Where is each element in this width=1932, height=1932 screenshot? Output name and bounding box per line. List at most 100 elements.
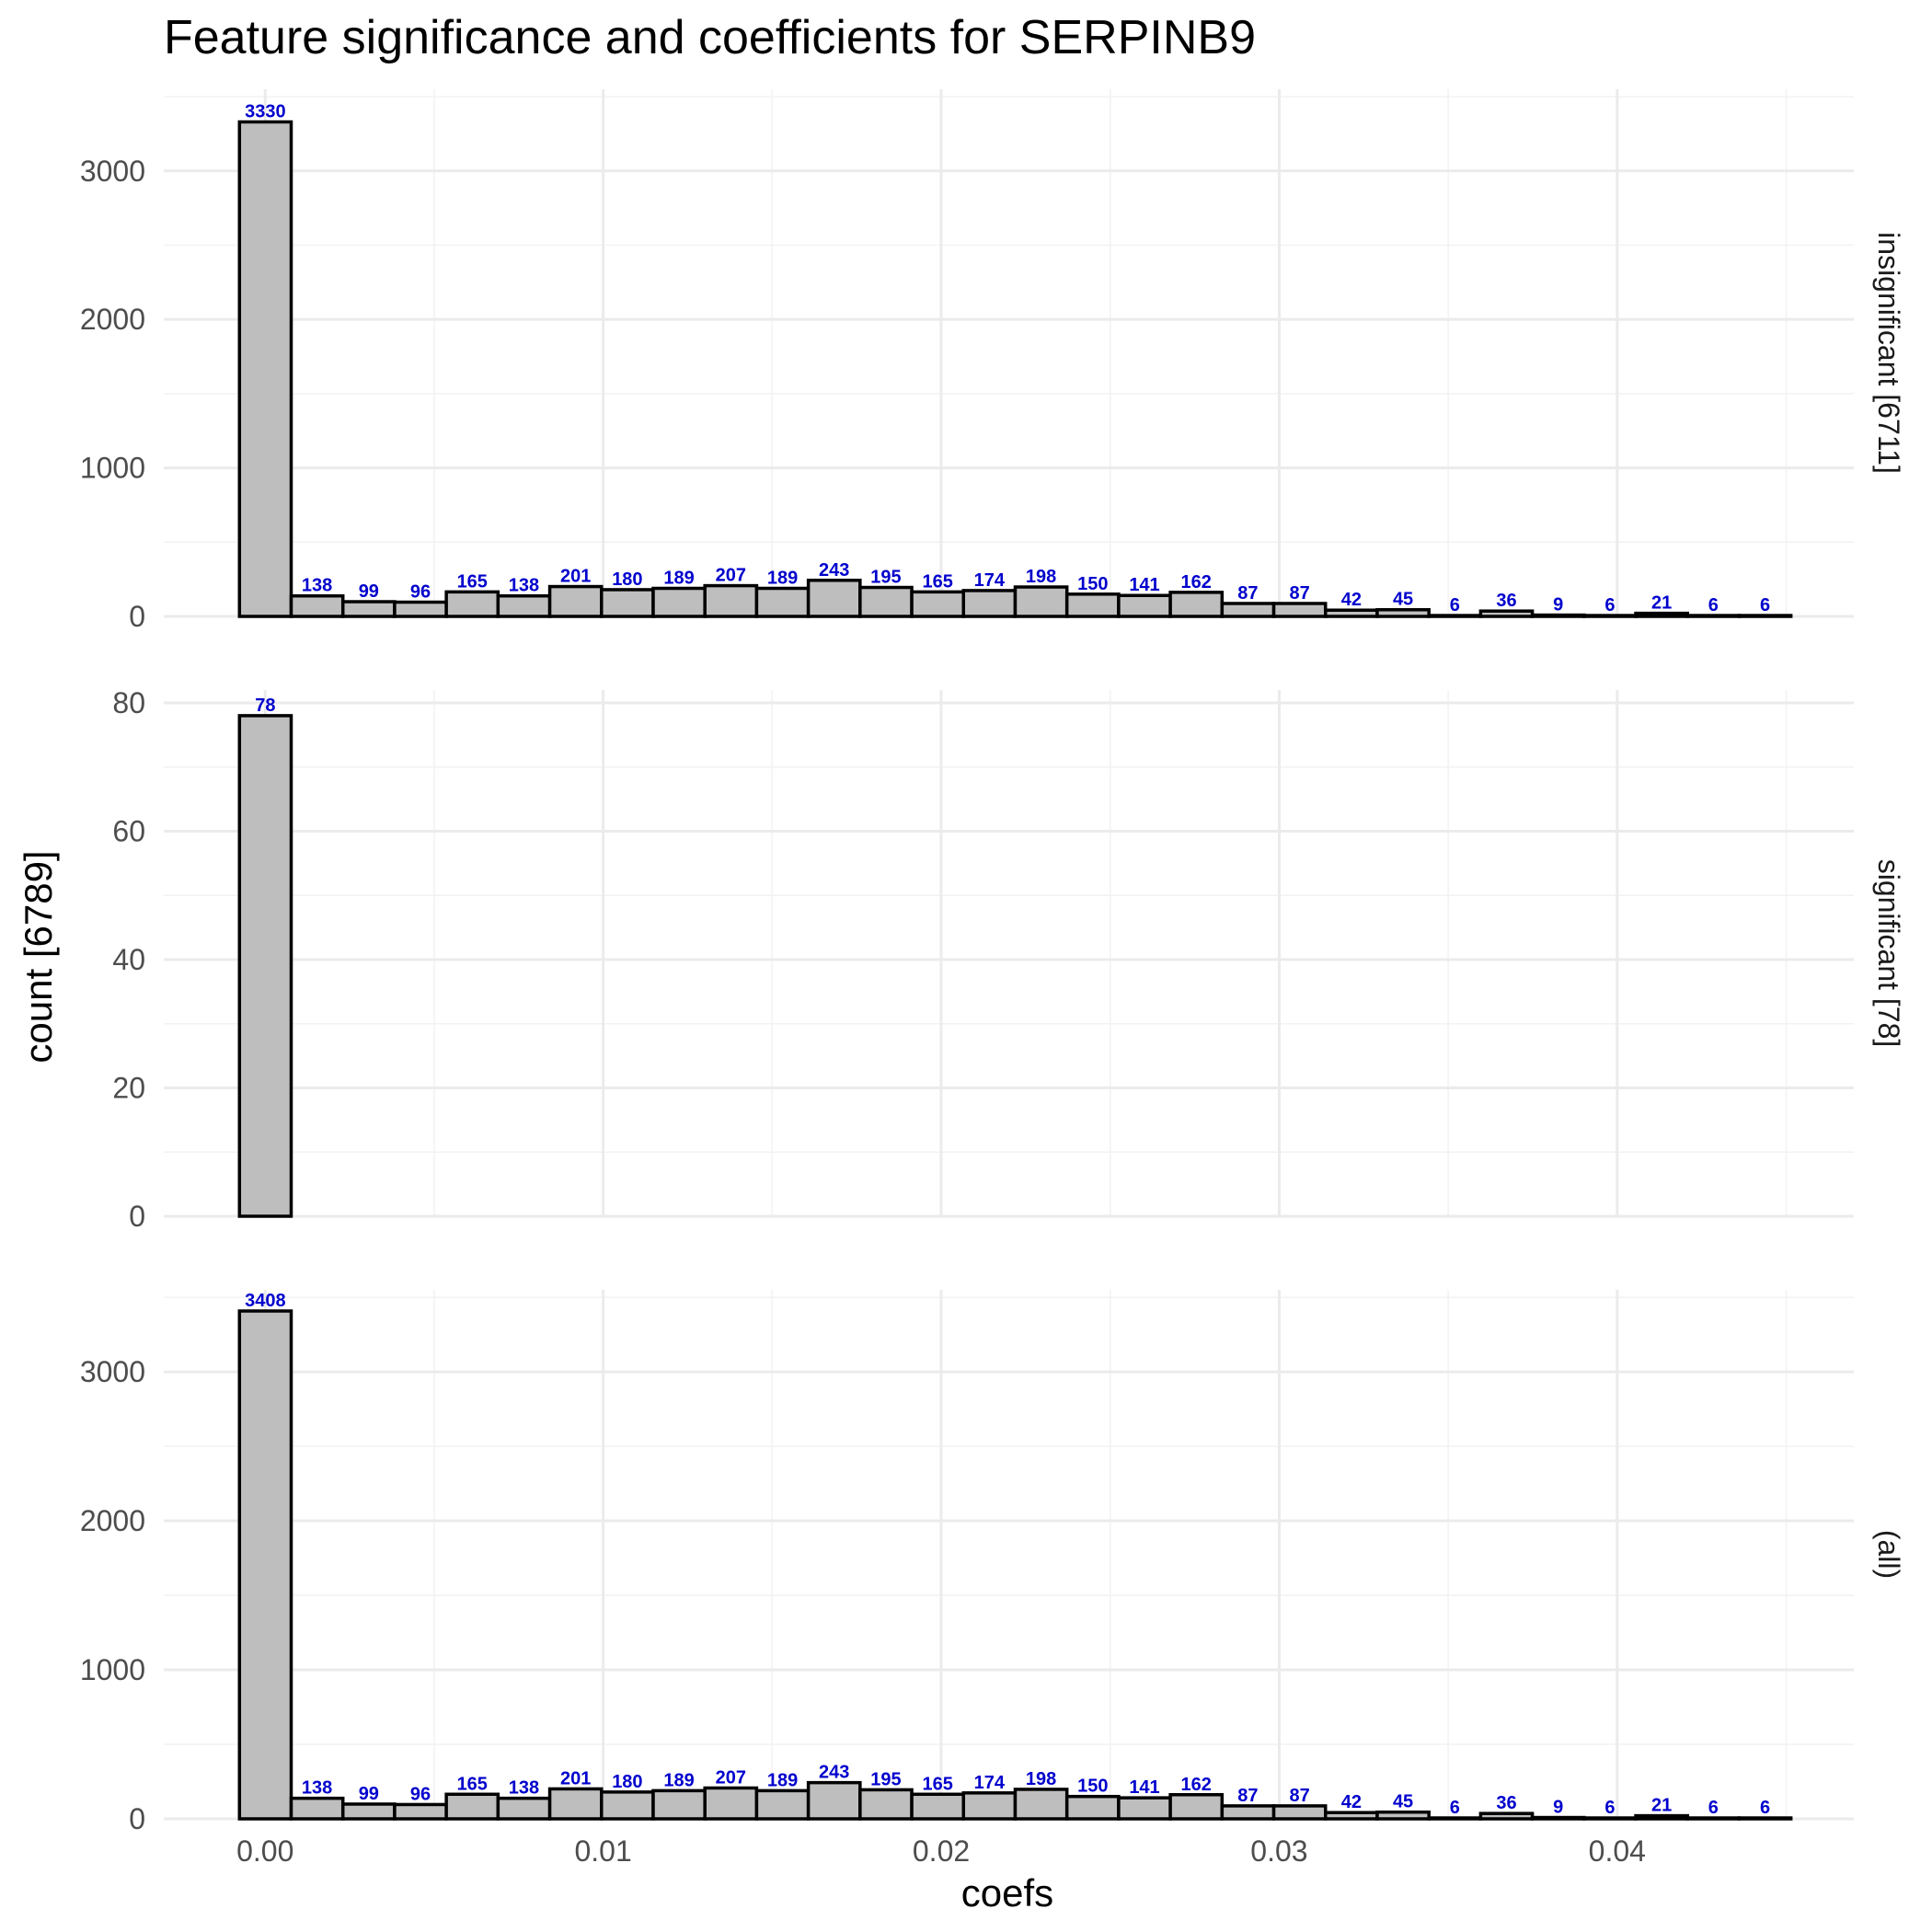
- y-tick-label: 2000: [80, 1504, 145, 1537]
- histogram-bar: [1375, 607, 1431, 618]
- y-tick-label: 3000: [80, 155, 145, 188]
- histogram-bar: [1478, 609, 1535, 618]
- bar-count-label: 42: [1341, 1792, 1362, 1812]
- bar-count-label: 45: [1393, 590, 1413, 610]
- histogram-bar: [1117, 1796, 1172, 1821]
- bar-count-label: 36: [1496, 1793, 1516, 1813]
- x-tick-label: 0.02: [913, 1834, 970, 1868]
- bar-count-label: 195: [870, 568, 901, 588]
- histogram-bar: [393, 600, 448, 618]
- bar-count-label: 3330: [245, 102, 286, 122]
- bar-count-label: 165: [457, 1774, 488, 1794]
- histogram-bar: [703, 583, 759, 618]
- bar-count-label: 96: [410, 1784, 431, 1804]
- histogram-bar: [703, 1786, 759, 1821]
- histogram-bar: [496, 593, 552, 618]
- bar-count-label: 165: [457, 571, 488, 592]
- y-tick-label: 0: [129, 1802, 145, 1835]
- histogram-bar: [496, 1796, 552, 1821]
- bar-count-label: 180: [612, 1772, 642, 1792]
- histogram-bar: [600, 1790, 655, 1821]
- bar-count-label: 198: [1026, 567, 1056, 587]
- histogram-bar: [1168, 1793, 1225, 1821]
- histogram-bar: [1271, 1804, 1328, 1821]
- histogram-bar: [547, 584, 604, 618]
- bar-count-label: 189: [663, 1770, 694, 1790]
- histogram-bar: [289, 593, 345, 618]
- bar-count-label: 198: [1026, 1769, 1056, 1789]
- histogram-bar: [1685, 1816, 1742, 1821]
- bar-count-label: 96: [410, 582, 431, 603]
- histogram-bar: [237, 1309, 293, 1821]
- bar-count-label: 6: [1450, 595, 1460, 615]
- histogram-bar: [1737, 614, 1793, 618]
- y-tick-label: 0: [129, 1200, 145, 1233]
- facet-strip-label: significant [78]: [1872, 859, 1905, 1048]
- facet-strip-label: (all): [1872, 1530, 1905, 1579]
- histogram-bar: [1013, 1788, 1069, 1821]
- bar-count-label: 138: [302, 576, 332, 596]
- y-tick-label: 2000: [80, 303, 145, 336]
- histogram-bar: [910, 590, 966, 618]
- bar-count-label: 150: [1077, 574, 1108, 594]
- y-tick-label: 1000: [80, 452, 145, 485]
- histogram-bar: [340, 600, 397, 618]
- histogram-bar: [806, 1780, 862, 1821]
- histogram-bar: [1530, 613, 1586, 618]
- histogram-bar: [1530, 1815, 1586, 1821]
- bar-count-label: 174: [974, 570, 1006, 591]
- histogram-bar: [1168, 591, 1225, 618]
- bar-count-label: 9: [1553, 595, 1563, 615]
- histogram-bar: [961, 589, 1018, 618]
- histogram-bar: [1478, 1811, 1535, 1821]
- bar-count-label: 189: [767, 568, 798, 588]
- bar-count-label: 99: [359, 1784, 379, 1804]
- histogram-bar: [1737, 1816, 1793, 1821]
- y-tick-label: 0: [129, 600, 145, 633]
- histogram-bar: [340, 1802, 397, 1821]
- bar-count-label: 243: [819, 560, 849, 581]
- bar-count-label: 180: [612, 569, 642, 590]
- histogram-bar: [444, 590, 500, 618]
- bar-count-label: 165: [922, 571, 952, 592]
- histogram-bar: [1271, 602, 1328, 618]
- histogram-bar: [651, 586, 707, 618]
- bar-count-label: 138: [509, 1778, 539, 1799]
- histogram-bar: [858, 585, 914, 618]
- x-tick-label: 0.04: [1589, 1834, 1646, 1868]
- bar-count-label: 189: [767, 1770, 798, 1790]
- bar-count-label: 207: [716, 1767, 746, 1788]
- bar-count-label: 45: [1393, 1792, 1413, 1812]
- histogram-bar: [444, 1792, 500, 1821]
- histogram-bar: [1324, 608, 1379, 618]
- histogram-bar: [393, 1802, 448, 1821]
- bar-count-label: 138: [302, 1778, 332, 1799]
- histogram-bar: [910, 1792, 966, 1821]
- bar-count-label: 87: [1237, 583, 1258, 604]
- x-axis-title: coefs: [961, 1871, 1053, 1915]
- bar-count-label: 6: [1708, 595, 1719, 615]
- bar-count-label: 207: [716, 566, 746, 586]
- histogram-bar: [1220, 1804, 1276, 1821]
- facet-strip-label: insignificant [6711]: [1872, 232, 1905, 474]
- bar-count-label: 150: [1077, 1777, 1108, 1797]
- histogram-bar: [961, 1791, 1018, 1821]
- bar-count-label: 6: [1708, 1798, 1719, 1818]
- bar-count-label: 78: [255, 696, 275, 716]
- histogram-bar: [651, 1788, 707, 1821]
- y-tick-label: 20: [112, 1071, 145, 1104]
- histogram-bar: [1220, 602, 1276, 618]
- bar-count-label: 21: [1651, 1796, 1672, 1816]
- bar-count-label: 243: [819, 1763, 849, 1783]
- histogram-bar: [1634, 1813, 1689, 1821]
- y-tick-label: 3000: [80, 1355, 145, 1388]
- histogram-bar: [1634, 611, 1689, 618]
- y-tick-label: 1000: [80, 1653, 145, 1686]
- bar-count-label: 6: [1604, 595, 1615, 615]
- bar-count-label: 36: [1496, 591, 1516, 611]
- histogram-bar: [1685, 614, 1742, 618]
- y-axis-title: count [6789]: [17, 850, 60, 1063]
- bar-count-label: 42: [1341, 590, 1362, 610]
